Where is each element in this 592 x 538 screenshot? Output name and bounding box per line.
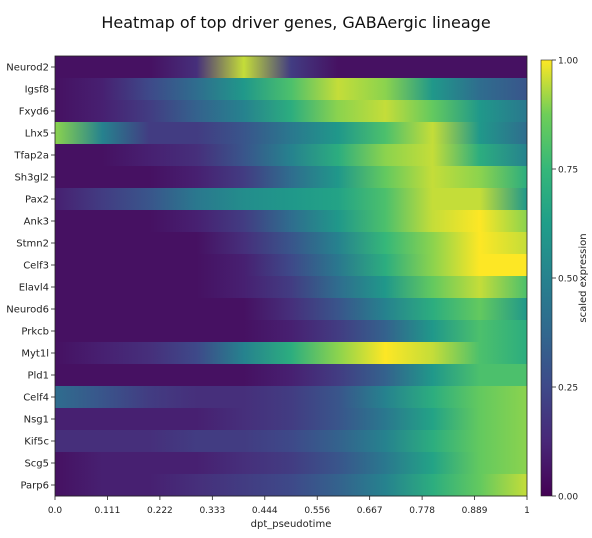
x-tick-label: 0.0 [48,506,63,516]
heatmap-row [55,430,527,453]
colorbar [540,59,553,497]
y-tick-label: Ank3 [24,217,49,228]
heatmap-cells [55,56,527,497]
x-tick-label: 0.333 [199,506,225,516]
heatmap-row [55,364,527,387]
y-tick-label: Parp6 [20,481,49,492]
heatmap-row [55,122,527,145]
colorbar-ticks: 0.00 0.25 0.50 0.75 1.00 [552,57,578,503]
heatmap-row [55,386,527,409]
y-tick-label: Celf4 [23,393,49,404]
y-tick-label: Nsg1 [24,415,49,426]
x-tick-label: 0.667 [357,506,383,516]
y-tick-label: Tfap2a [13,151,49,162]
heatmap-row [55,144,527,167]
heatmap-row [55,166,527,189]
x-axis: 0.0 0.111 0.222 0.333 0.444 0.556 0.667 0.778 0.… [48,496,530,516]
x-tick-label: 0.778 [409,506,435,516]
heatmap-row [55,232,527,255]
y-tick-label: Myt1l [21,349,49,360]
y-tick-label: Neurod6 [6,305,49,316]
colorbar-tick-label: 0.25 [558,384,578,394]
y-tick-label: Neurod2 [6,63,49,74]
heatmap-row [55,298,527,321]
heatmap-row [55,188,527,211]
heatmap-row [55,452,527,475]
x-tick-label: 1 [524,506,530,516]
y-tick-label: Lhx5 [25,129,49,140]
colorbar-tick-label: 0.75 [558,166,578,176]
y-axis: Neurod2 Igsf8 Fxyd6 Lhx5 Tfap2a Sh3gl2 Pax2 Ank… [6,63,55,492]
y-tick-label: Scg5 [24,459,49,470]
y-tick-label: Pax2 [25,195,49,206]
colorbar-tick-label: 0.00 [558,493,578,503]
colorbar-tick-label: 0.50 [558,275,578,285]
heatmap-row [55,320,527,343]
y-tick-label: Elavl4 [19,283,49,294]
colorbar-label: scaled expression [578,233,589,322]
heatmap-row [55,408,527,431]
y-tick-label: Celf3 [23,261,49,272]
colorbar-tick-label: 1.00 [558,57,578,67]
chart-title: Heatmap of top driver genes, GABAergic l… [101,13,490,32]
heatmap-row [55,474,527,497]
plot-frame [54,55,528,497]
y-tick-label: Igsf8 [25,85,49,96]
heatmap-row [55,210,527,233]
x-axis-label: dpt_pseudotime [251,519,332,530]
heatmap-row [55,254,527,277]
y-tick-label: Fxyd6 [19,107,49,118]
y-tick-label: Sh3gl2 [14,173,49,184]
y-tick-label: Pld1 [27,371,49,382]
heatmap-row [55,56,527,79]
x-tick-label: 0.444 [252,506,278,516]
heatmap-row [55,100,527,123]
heatmap-row [55,78,527,101]
x-tick-label: 0.222 [147,506,173,516]
y-tick-label: Kif5c [24,437,49,448]
y-tick-label: Prkcb [21,327,49,338]
x-tick-label: 0.111 [95,506,121,516]
y-tick-label: Stmn2 [16,239,49,250]
x-tick-label: 0.889 [462,506,488,516]
heatmap-row [55,342,527,365]
heatmap-row [55,276,527,299]
x-tick-label: 0.556 [304,506,330,516]
